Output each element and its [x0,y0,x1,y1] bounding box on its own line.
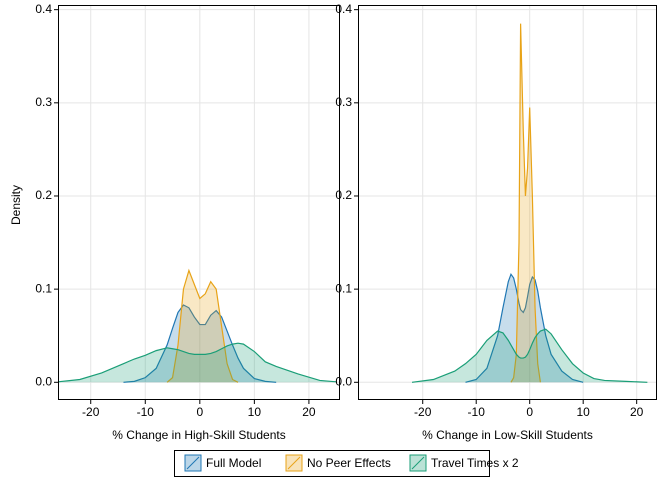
x-tick-label: 20 [630,405,644,419]
y-tick-label: 0.2 [35,188,52,202]
y-tick-label: 0.3 [35,95,52,109]
x-tick-label: -10 [137,405,155,419]
legend-label: Travel Times x 2 [431,456,519,470]
y-tick-label: 0.0 [335,374,352,388]
density-line [465,272,584,383]
legend-label: Full Model [206,456,261,470]
legend-label: No Peer Effects [307,456,391,470]
legend-hatch [287,456,301,470]
legend-hatch [186,456,200,470]
x-tick-label: 0 [196,405,203,419]
area-fill [412,329,648,383]
legend-box [174,450,490,477]
plot-area [58,268,337,383]
density-line [411,328,648,383]
y-tick-label: 0.4 [335,2,352,16]
area-fill [58,343,337,383]
y-tick-label: 0.0 [35,374,52,388]
legend-hatch [411,456,425,470]
x-tick-label: -10 [468,405,486,419]
x-axis-label: % Change in Low-Skill Students [422,428,593,442]
x-tick-label: -20 [82,405,100,419]
x-tick-label: 0 [526,405,533,419]
x-tick-label: 10 [577,405,591,419]
axis-frame [58,5,340,400]
x-tick-label: 10 [248,405,262,419]
y-tick-label: 0.2 [335,188,352,202]
plot-area [411,23,648,383]
axis-frame [358,5,657,400]
x-tick-label: -20 [414,405,432,419]
density-line [58,342,337,383]
y-tick-label: 0.3 [335,95,352,109]
y-axis-label: Density [9,185,23,225]
y-tick-label: 0.1 [35,281,52,295]
density-line [123,304,277,383]
area-fill [465,274,584,383]
y-tick-label: 0.1 [335,281,352,295]
area-fill [167,270,238,383]
y-tick-label: 0.4 [35,2,52,16]
x-tick-label: 20 [302,405,316,419]
x-axis-label: % Change in High-Skill Students [112,428,285,442]
area-fill [123,304,277,383]
density-line [166,268,239,383]
